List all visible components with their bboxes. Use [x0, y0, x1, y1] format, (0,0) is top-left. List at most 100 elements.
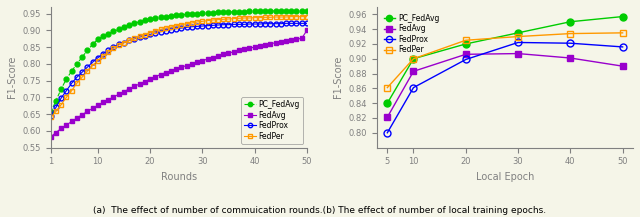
FedPer: [193, 21, 201, 23]
FedPer: [58, 104, 65, 106]
FedProx: [115, 43, 122, 46]
FedAvg: [220, 53, 227, 56]
FedAvg: [177, 66, 185, 69]
FedPer: [266, 16, 274, 19]
PC_FedAvg: [383, 102, 391, 104]
FedPer: [94, 59, 102, 62]
FedAvg: [246, 47, 253, 49]
PC_FedAvg: [204, 12, 211, 14]
FedAvg: [83, 110, 91, 113]
FedPer: [272, 16, 280, 18]
PC_FedAvg: [287, 10, 295, 12]
FedProx: [68, 82, 76, 85]
FedAvg: [256, 44, 264, 47]
FedPer: [78, 76, 86, 79]
FedProx: [256, 23, 264, 25]
FedProx: [89, 61, 97, 64]
FedProx: [619, 46, 627, 48]
FedPer: [282, 16, 290, 18]
FedProx: [277, 22, 285, 25]
FedProx: [225, 23, 232, 26]
FedProx: [282, 22, 290, 25]
FedPer: [235, 17, 243, 20]
PC_FedAvg: [277, 10, 285, 12]
FedAvg: [410, 70, 417, 73]
FedPer: [63, 96, 70, 99]
PC_FedAvg: [292, 9, 300, 12]
PC_FedAvg: [47, 111, 54, 114]
FedProx: [52, 106, 60, 109]
FedPer: [104, 51, 112, 53]
FedAvg: [172, 67, 180, 70]
FedProx: [566, 42, 574, 44]
FedProx: [73, 76, 81, 79]
Legend: PC_FedAvg, FedAvg, FedProx, FedPer: PC_FedAvg, FedAvg, FedProx, FedPer: [241, 97, 303, 144]
PC_FedAvg: [261, 10, 269, 12]
FedPer: [141, 33, 148, 36]
FedProx: [235, 23, 243, 26]
FedPer: [287, 15, 295, 18]
FedProx: [141, 35, 148, 37]
FedProx: [272, 22, 280, 25]
Text: (a)  The effect of number of commuication rounds.(b) The effect of number of loc: (a) The effect of number of commuication…: [93, 206, 547, 215]
FedPer: [292, 15, 300, 18]
PC_FedAvg: [120, 26, 128, 28]
FedAvg: [209, 56, 216, 59]
FedAvg: [68, 120, 76, 123]
FedProx: [246, 23, 253, 25]
PC_FedAvg: [282, 10, 290, 12]
FedProx: [104, 49, 112, 52]
FedAvg: [94, 104, 102, 107]
FedPer: [99, 55, 107, 58]
FedProx: [303, 22, 311, 25]
FedAvg: [266, 43, 274, 45]
FedProx: [298, 22, 305, 25]
FedPer: [303, 15, 311, 18]
FedProx: [214, 24, 222, 26]
FedPer: [136, 35, 143, 38]
FedProx: [204, 24, 211, 27]
Legend: PC_FedAvg, FedAvg, FedProx, FedPer: PC_FedAvg, FedAvg, FedProx, FedPer: [381, 11, 443, 58]
FedPer: [109, 47, 117, 50]
FedAvg: [514, 52, 522, 55]
FedPer: [89, 64, 97, 67]
PC_FedAvg: [172, 14, 180, 17]
FedPer: [251, 16, 259, 19]
FedProx: [261, 22, 269, 25]
FedProx: [240, 23, 248, 26]
FedPer: [566, 32, 574, 35]
PC_FedAvg: [73, 62, 81, 65]
FedAvg: [277, 40, 285, 43]
Y-axis label: F1-Score: F1-Score: [7, 56, 17, 99]
FedAvg: [282, 39, 290, 42]
PC_FedAvg: [220, 11, 227, 14]
FedProx: [157, 30, 164, 33]
PC_FedAvg: [83, 49, 91, 52]
FedPer: [83, 70, 91, 72]
PC_FedAvg: [566, 20, 574, 23]
PC_FedAvg: [188, 13, 196, 15]
PC_FedAvg: [251, 10, 259, 13]
PC_FedAvg: [235, 10, 243, 13]
FedProx: [209, 24, 216, 27]
FedAvg: [462, 53, 470, 56]
FedPer: [240, 17, 248, 19]
PC_FedAvg: [167, 15, 175, 17]
FedPer: [410, 58, 417, 60]
FedPer: [298, 15, 305, 18]
FedPer: [167, 26, 175, 28]
FedProx: [198, 25, 206, 27]
FedPer: [261, 16, 269, 19]
PC_FedAvg: [177, 14, 185, 16]
FedProx: [83, 66, 91, 69]
Line: PC_FedAvg: PC_FedAvg: [48, 8, 309, 115]
FedProx: [514, 41, 522, 44]
FedAvg: [115, 93, 122, 96]
Line: PC_FedAvg: PC_FedAvg: [384, 13, 626, 107]
PC_FedAvg: [183, 13, 191, 16]
FedAvg: [89, 107, 97, 110]
FedPer: [462, 39, 470, 41]
FedAvg: [58, 127, 65, 130]
PC_FedAvg: [146, 18, 154, 20]
FedAvg: [104, 98, 112, 101]
